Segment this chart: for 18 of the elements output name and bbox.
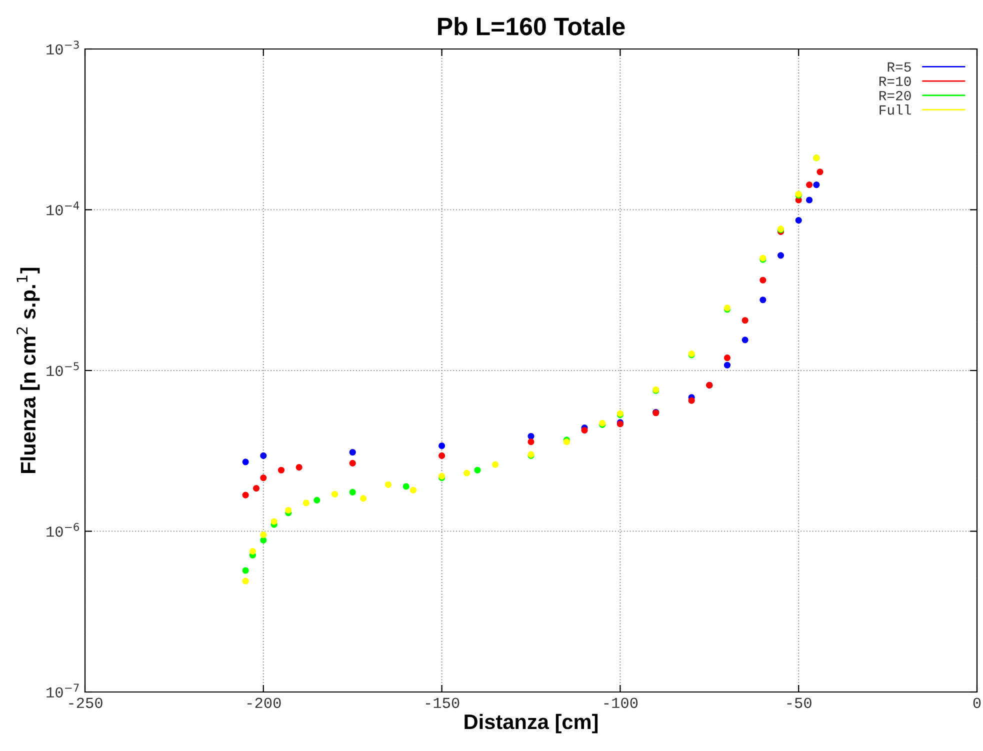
x-tick-label: -250	[69, 698, 102, 708]
x-tick-label: -50	[787, 698, 812, 708]
legend-label: Full	[880, 104, 911, 115]
y-tick-label: 10$^{−7}$	[46, 684, 79, 698]
y-tick-label: 10$^{−6}$	[46, 522, 80, 537]
chart-title: Pb L=160 Totale	[438, 16, 625, 36]
x-tick-label: -150	[426, 698, 460, 708]
y-tick-label: 10$^{−3}$	[46, 40, 79, 55]
legend-label: R=20	[879, 90, 911, 100]
y-tick-label: 10$^{−4}$	[46, 202, 80, 216]
y-tick-label: 10$^{−5}$	[46, 362, 79, 376]
x-tick-label: 0	[973, 698, 981, 708]
legend-label: R=10	[879, 76, 911, 86]
y-axis-title: Fluenza [n cm$^{2}$ s.p.$^{1}$]	[16, 268, 40, 473]
x-axis-title: Distanza [cm]	[464, 714, 598, 734]
legend-label: R=5	[888, 62, 911, 72]
x-tick-label: -200	[248, 698, 281, 708]
x-tick-label: -100	[604, 698, 638, 708]
